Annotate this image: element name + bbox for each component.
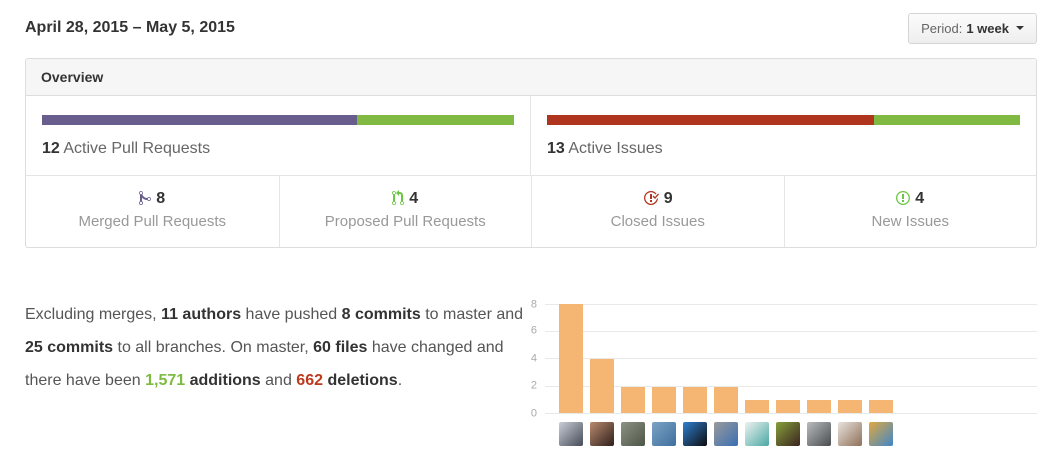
y-axis-tick-label: 0: [530, 407, 537, 419]
chart-gridline: 8: [531, 299, 1037, 310]
summary-segment: to master and: [420, 306, 524, 323]
active-issues-label: 13 Active Issues: [547, 140, 663, 157]
author-avatar[interactable]: [559, 422, 583, 446]
issue-opened-icon: [896, 191, 911, 205]
summary-segment: 1,571: [145, 372, 186, 389]
stat-label: Merged Pull Requests: [78, 213, 227, 230]
issue-closed-icon: [643, 190, 659, 205]
commit-bar: [714, 386, 738, 413]
y-axis-tick-label: 4: [530, 352, 537, 364]
page-title: April 28, 2015 – May 5, 2015: [25, 19, 235, 36]
author-avatars-row: [545, 422, 1037, 446]
summary-segment: have pushed: [241, 306, 342, 323]
summary-segment: 662: [296, 372, 323, 389]
activity-summary: Excluding merges, 11 authors have pushed…: [25, 298, 530, 446]
commit-bar: [590, 359, 614, 413]
summary-segment: 11 authors: [161, 306, 242, 323]
author-avatar[interactable]: [838, 422, 862, 446]
commit-bar: [621, 386, 645, 413]
pulse-page: April 28, 2015 – May 5, 2015 Period: 1 w…: [25, 12, 1037, 446]
commit-bar: [869, 400, 893, 413]
commit-bar: [838, 400, 862, 413]
pull-requests-meter: [42, 115, 514, 125]
stat-value: 4: [785, 190, 1037, 208]
y-axis-tick-label: 6: [530, 324, 537, 337]
commit-bar: [776, 400, 800, 413]
author-avatar[interactable]: [776, 422, 800, 446]
commit-bar: [559, 304, 583, 413]
commit-bar: [683, 386, 707, 413]
period-label: Period:: [921, 20, 963, 36]
author-avatar[interactable]: [683, 422, 707, 446]
author-avatar[interactable]: [714, 422, 738, 446]
summary-segment: have changed and there have been: [25, 339, 504, 389]
summary-segment: 60 files: [313, 339, 368, 356]
overview-meters-row: 12 Active Pull Requests 13 Active Issues: [26, 96, 1036, 175]
git-merge-icon: [139, 190, 152, 205]
chart-gridline: 2: [531, 380, 1037, 391]
chart-gridline: 0: [531, 408, 1037, 419]
merged-meter-segment: [42, 115, 357, 125]
active-issues-count: 13: [547, 140, 565, 157]
commit-bar: [652, 386, 676, 413]
overview-header: Overview: [26, 59, 1036, 96]
new-meter-segment: [874, 115, 1020, 125]
active-pull-requests-cell: 12 Active Pull Requests: [26, 96, 531, 175]
chart-gridline: 6: [531, 325, 1037, 336]
commits-per-author-chart: 0 2 4 6 8: [531, 298, 1037, 446]
stat-value: 4: [280, 190, 532, 208]
active-pull-requests-label: 12 Active Pull Requests: [42, 140, 211, 157]
closed-meter-segment: [547, 115, 875, 125]
commit-bar: [745, 400, 769, 413]
stat-closed-issues[interactable]: 9 Closed Issues: [531, 176, 784, 247]
summary-segment: to all branches. On master,: [113, 339, 314, 356]
summary-segment: .: [397, 372, 403, 389]
period-value: 1 week: [966, 20, 1009, 36]
summary-segment: Excluding merges,: [25, 306, 162, 323]
y-axis-tick-label: 2: [530, 379, 537, 392]
summary-segment: 25 commits: [25, 339, 114, 356]
stat-merged-pull-requests[interactable]: 8 Merged Pull Requests: [26, 176, 279, 247]
active-pull-requests-count: 12: [42, 140, 60, 157]
active-issues-cell: 13 Active Issues: [531, 96, 1036, 175]
summary-segment: and: [260, 372, 297, 389]
author-avatar[interactable]: [621, 422, 645, 446]
proposed-meter-segment: [356, 115, 514, 125]
commit-bar: [807, 400, 831, 413]
stat-label: New Issues: [871, 213, 950, 230]
activity-section: Excluding merges, 11 authors have pushed…: [25, 298, 1037, 446]
stat-new-issues[interactable]: 4 New Issues: [783, 176, 1037, 247]
chart-plot-area: 0 2 4 6 8: [531, 299, 1037, 419]
stat-label: Proposed Pull Requests: [324, 213, 486, 230]
overview-stats-row: 8 Merged Pull Requests 4 Proposed Pull Requ…: [26, 175, 1036, 247]
overview-panel: Overview 12 Active Pull Requests 13: [25, 58, 1037, 248]
author-avatar[interactable]: [869, 422, 893, 446]
stat-proposed-pull-requests[interactable]: 4 Proposed Pull Requests: [278, 176, 532, 247]
author-avatar[interactable]: [590, 422, 614, 446]
chevron-down-icon: [1016, 26, 1024, 30]
topbar: April 28, 2015 – May 5, 2015 Period: 1 w…: [25, 12, 1037, 44]
period-dropdown[interactable]: Period: 1 week: [908, 12, 1037, 44]
author-avatar[interactable]: [807, 422, 831, 446]
stat-value: 8: [26, 190, 279, 208]
author-avatar[interactable]: [652, 422, 676, 446]
stat-label: Closed Issues: [610, 213, 705, 230]
summary-segment: additions: [189, 372, 261, 389]
summary-segment: 8 commits: [341, 306, 421, 323]
author-avatar[interactable]: [745, 422, 769, 446]
summary-segment: deletions: [327, 372, 398, 389]
y-axis-tick-label: 8: [530, 298, 537, 310]
stat-value: 9: [532, 190, 784, 208]
issues-meter: [547, 115, 1020, 125]
git-pull-request-icon: [392, 190, 405, 205]
chart-gridline: 4: [531, 353, 1037, 364]
